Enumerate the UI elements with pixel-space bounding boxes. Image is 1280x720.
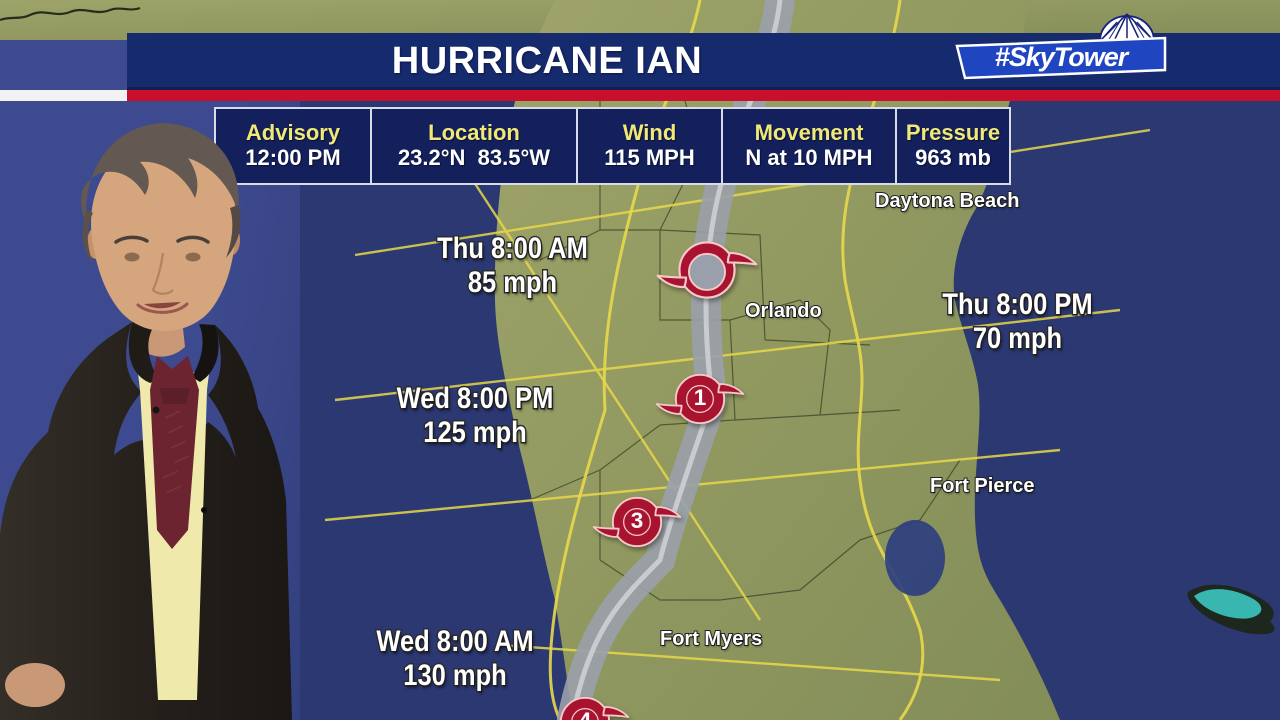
svg-text:3: 3 [631, 508, 644, 533]
svg-text:#SkyTower: #SkyTower [995, 42, 1130, 72]
svg-text:1: 1 [694, 385, 707, 410]
svg-text:4: 4 [579, 708, 592, 720]
